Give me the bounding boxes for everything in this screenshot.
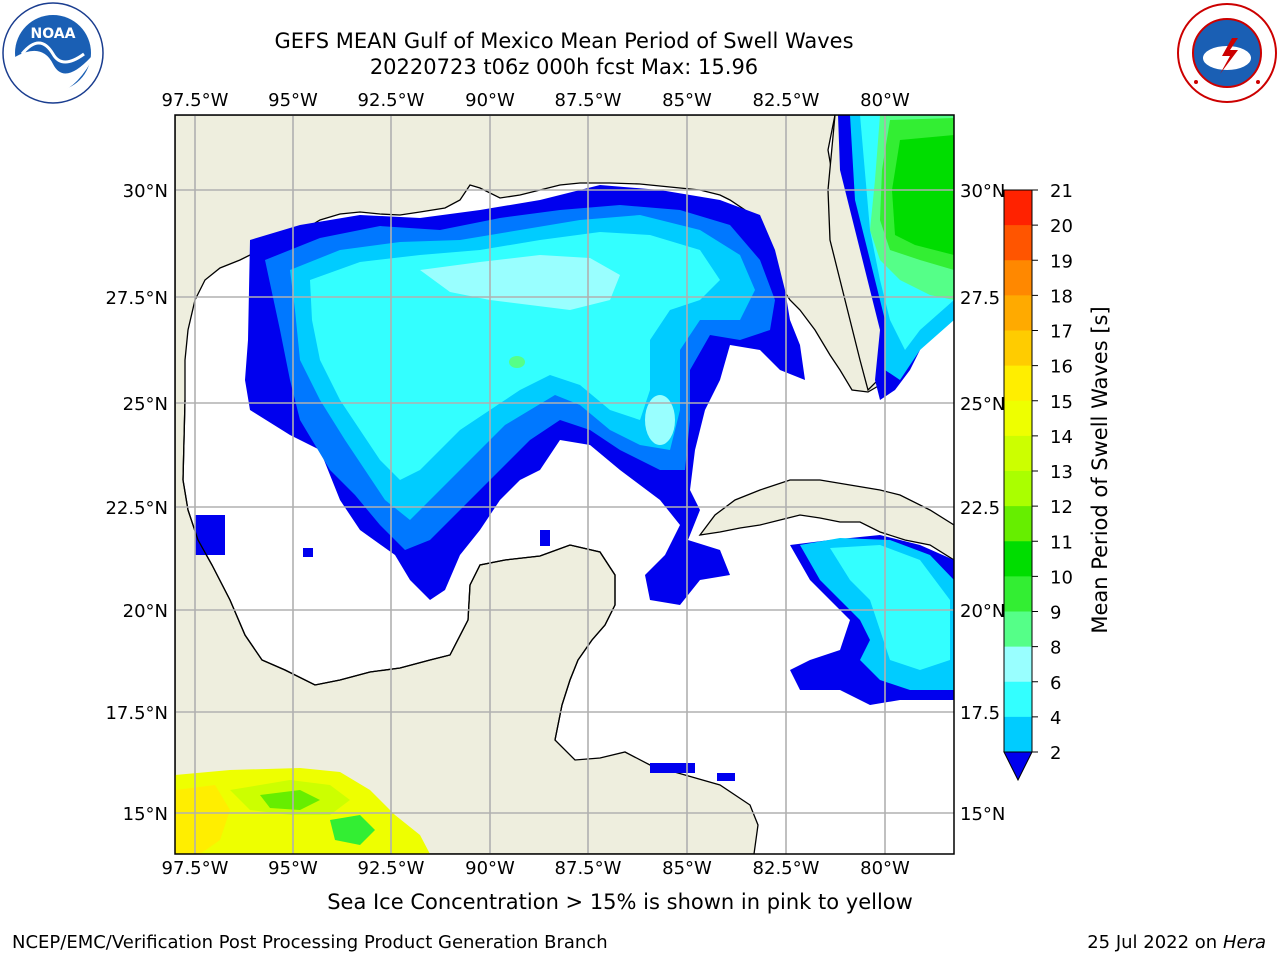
colorbar-tick-label: 18 <box>1050 286 1073 307</box>
sea-ice-caption: Sea Ice Concentration > 15% is shown in … <box>0 890 1280 914</box>
lat-label: 25°N <box>960 394 1005 415</box>
lat-label: 27.5 <box>960 288 1000 309</box>
nws-logo <box>1176 2 1278 104</box>
lon-label: 90°W <box>465 858 515 879</box>
lon-label: 87.5°W <box>555 90 622 111</box>
caption-text: Sea Ice Concentration > 15% is shown in … <box>327 890 913 914</box>
lon-label: 80°W <box>860 90 910 111</box>
colorbar-tick-label: 20 <box>1050 216 1073 237</box>
lon-label: 95°W <box>268 858 318 879</box>
lon-label: 97.5°W <box>162 858 229 879</box>
noaa-logo: NOAA <box>2 2 104 104</box>
lon-label: 90°W <box>465 90 515 111</box>
colorbar-tick-label: 8 <box>1050 638 1061 659</box>
colorbar-band <box>1004 716 1032 753</box>
colorbar-extend-triangle <box>1003 751 1033 782</box>
colorbar-band <box>1004 576 1032 612</box>
swell-field <box>175 115 954 854</box>
lat-label: 15°N <box>123 804 168 825</box>
lat-label: 22.5 <box>960 498 1000 519</box>
lat-label: 17.5 <box>960 703 1000 724</box>
lon-label: 97.5°W <box>162 90 229 111</box>
map-frame <box>174 114 955 855</box>
colorbar-tick-label: 13 <box>1050 462 1073 483</box>
lon-label: 80°W <box>860 858 910 879</box>
lat-label: 15°N <box>960 804 1005 825</box>
lon-label: 85°W <box>662 90 712 111</box>
land-cuba <box>698 479 954 561</box>
lat-label: 17.5°N <box>105 703 168 724</box>
colorbar-tick-label: 12 <box>1050 497 1073 518</box>
colorbar-band <box>1004 506 1032 542</box>
colorbar-tick-label: 19 <box>1050 251 1073 272</box>
colorbar-band <box>1004 260 1032 296</box>
graticule <box>175 115 954 854</box>
noaa-logo-text: NOAA <box>31 26 76 42</box>
lon-label: 85°W <box>662 858 712 879</box>
lat-labels-right: 30°N 27.5 25°N 22.5 20°N 17.5 15°N <box>960 181 1005 825</box>
lat-label: 20°N <box>960 601 1005 622</box>
colorbar-band <box>1004 400 1032 437</box>
colorbar-band <box>1004 681 1032 718</box>
colorbar-band <box>1004 225 1032 261</box>
colorbar-band <box>1004 365 1032 402</box>
lon-label: 92.5°W <box>358 858 425 879</box>
colorbar-tick-label: 6 <box>1050 673 1061 694</box>
footer-date: 25 Jul 2022 on Hera <box>1087 932 1266 953</box>
colorbar-band <box>1004 190 1032 226</box>
lon-labels-top: 97.5°W 95°W 92.5°W 90°W 87.5°W 85°W 82.5… <box>162 90 910 111</box>
lat-label: 27.5°N <box>105 288 168 309</box>
colorbar-band <box>1004 541 1032 577</box>
colorbar-tick-label: 11 <box>1050 532 1073 553</box>
lon-label: 95°W <box>268 90 318 111</box>
footer-machine: Hera <box>1222 932 1266 953</box>
colorbar-tick-label: 15 <box>1050 392 1073 413</box>
colorbar-tick-label: 21 <box>1050 181 1073 202</box>
colorbar-label: Mean Period of Swell Waves [s] <box>1088 306 1112 634</box>
lat-label: 20°N <box>123 601 168 622</box>
colorbar-tick-label: 4 <box>1050 708 1061 729</box>
colorbar-band <box>1004 611 1032 648</box>
lat-label: 30°N <box>960 181 1005 202</box>
lon-labels-bottom: 97.5°W 95°W 92.5°W 90°W 87.5°W 85°W 82.5… <box>162 858 910 879</box>
lon-label: 87.5°W <box>555 858 622 879</box>
colorbar-tick-label: 17 <box>1050 322 1073 343</box>
colorbar-band <box>1004 646 1032 683</box>
lon-label: 92.5°W <box>358 90 425 111</box>
colorbar-tick-label: 14 <box>1050 427 1073 448</box>
lon-label: 82.5°W <box>753 858 820 879</box>
colorbar-band <box>1004 435 1032 472</box>
lat-label: 25°N <box>123 394 168 415</box>
colorbar-band <box>1004 330 1032 367</box>
colorbar-tick-label: 10 <box>1050 567 1073 588</box>
lon-label: 82.5°W <box>753 90 820 111</box>
lat-label: 30°N <box>123 181 168 202</box>
footer-branch: NCEP/EMC/Verification Post Processing Pr… <box>12 932 608 953</box>
lat-label: 22.5°N <box>105 498 168 519</box>
colorbar-band <box>1004 471 1032 507</box>
colorbar-tick-label: 16 <box>1050 357 1073 378</box>
colorbar-band <box>1004 295 1032 331</box>
colorbar-tick-label: 2 <box>1050 743 1061 764</box>
lat-labels-left: 30°N 27.5°N 25°N 22.5°N 20°N 17.5°N 15°N <box>105 181 168 825</box>
map-subtitle: 20220723 t06z 000h fcst Max: 15.96 <box>369 55 759 79</box>
colorbar: 2 4 6 8 9 10 11 12 13 14 15 16 17 18 19 20 21 <box>1003 181 1073 782</box>
footer-date-text: 25 Jul 2022 on <box>1087 932 1223 953</box>
colorbar-tick-label: 9 <box>1050 603 1061 624</box>
map-title: GEFS MEAN Gulf of Mexico Mean Period of … <box>274 29 854 53</box>
